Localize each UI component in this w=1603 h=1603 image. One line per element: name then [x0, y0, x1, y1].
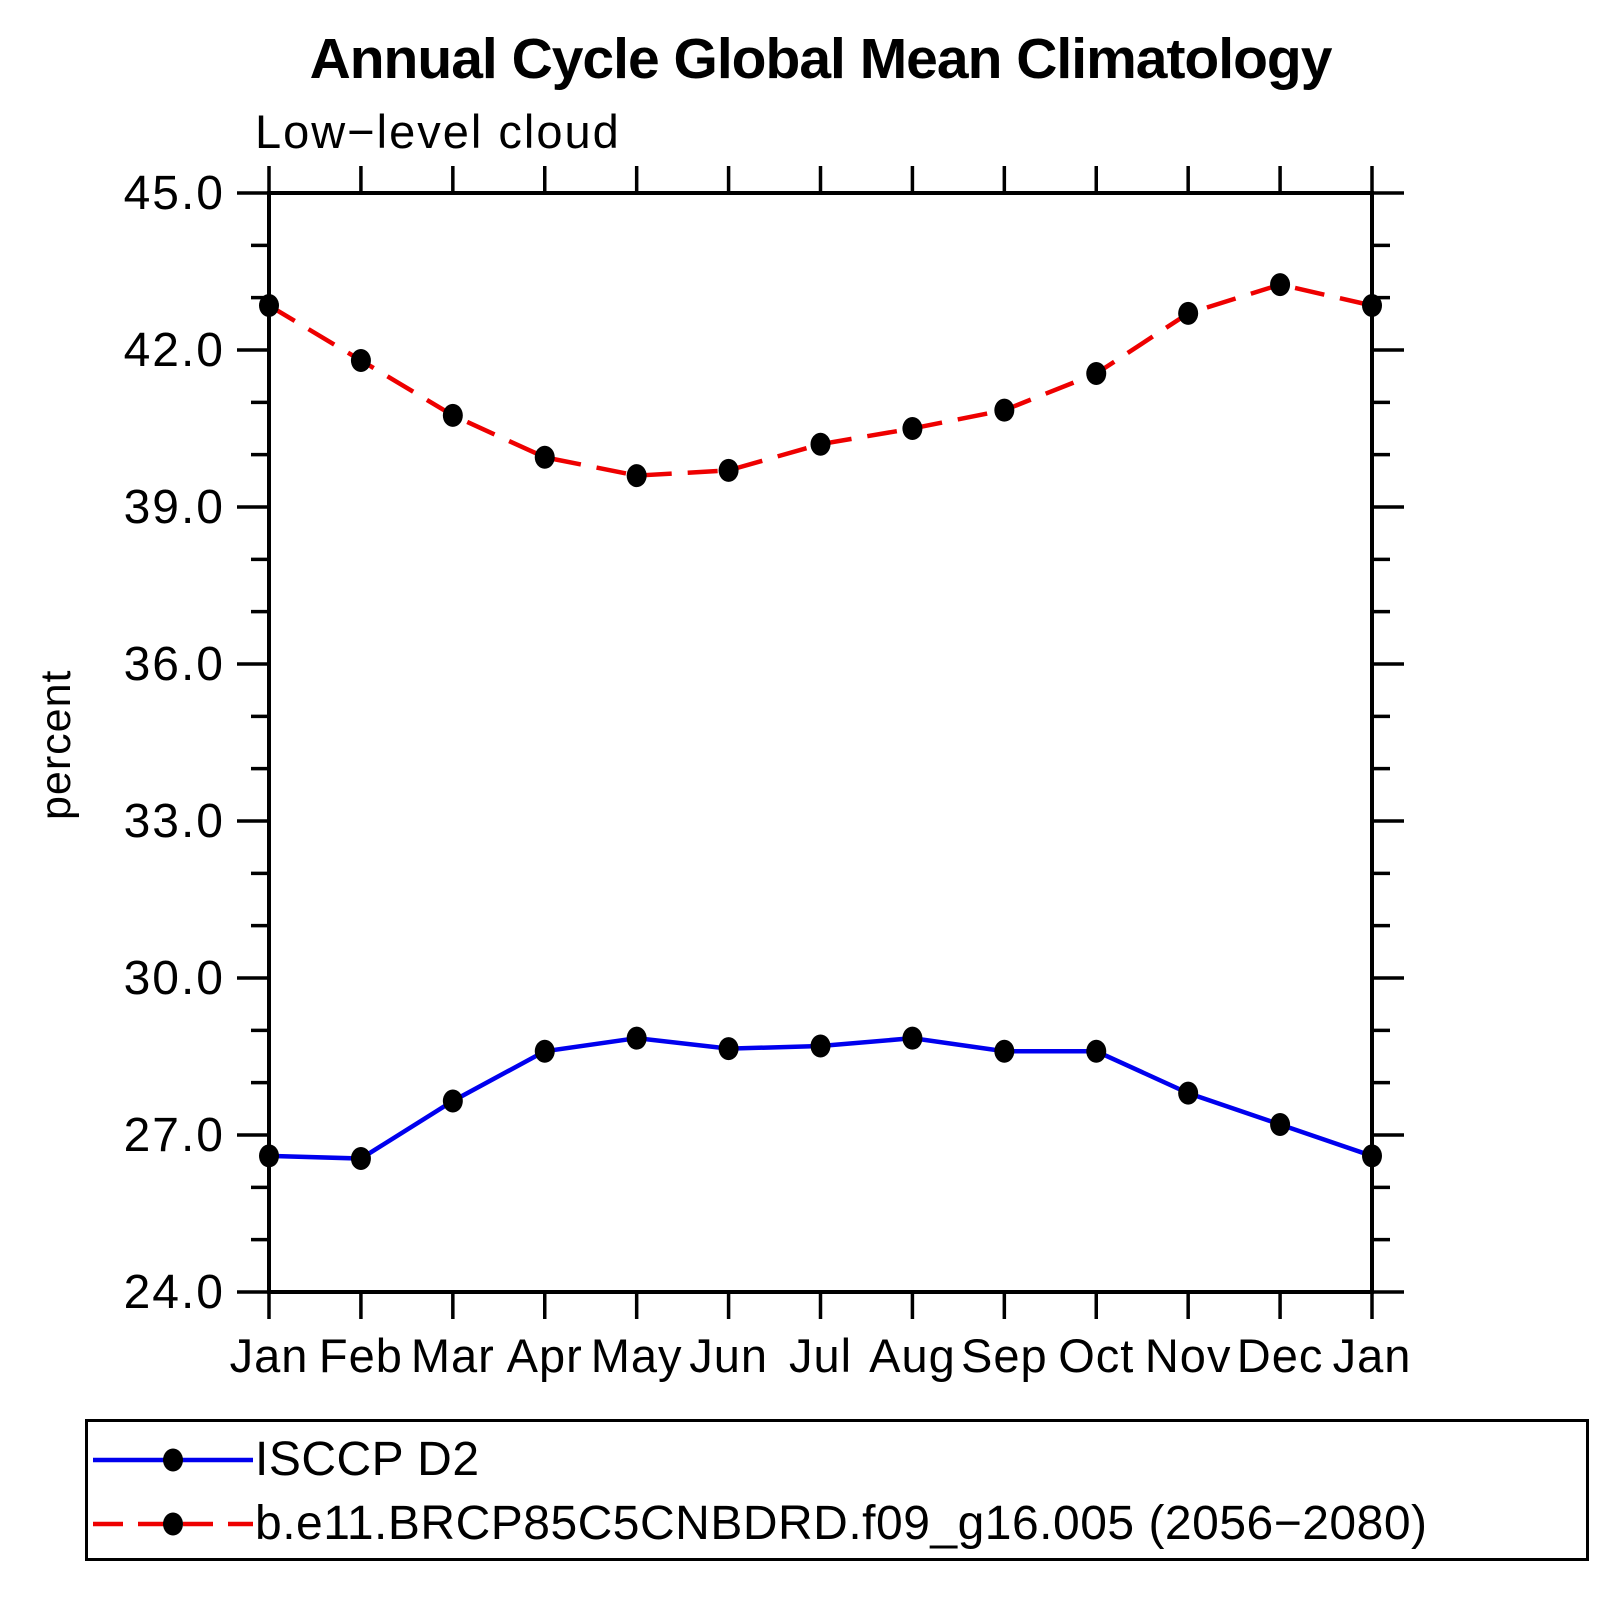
data-point-marker — [718, 1037, 739, 1061]
data-point-marker — [259, 294, 279, 318]
chart-title: Annual Cycle Global Mean Climatology — [309, 27, 1333, 91]
legend: ISCCP D2 b.e11.BRCP85C5CNBDRD.f09_g16.00… — [85, 1419, 1589, 1561]
x-tick-label: Nov — [1145, 1329, 1232, 1382]
axis-frame — [267, 191, 1374, 1294]
plot-frame — [267, 191, 1374, 1294]
y-tick-label: 45.0 — [124, 167, 225, 220]
data-point-marker — [810, 432, 831, 456]
y-tick-label: 27.0 — [124, 1109, 225, 1162]
data-point-marker — [1086, 362, 1107, 386]
chart-subtitle: Low−level cloud — [255, 105, 621, 158]
x-tick-label: Oct — [1058, 1329, 1134, 1382]
y-tick-label: 33.0 — [124, 795, 225, 848]
data-point-marker — [350, 1147, 371, 1171]
data-point-marker — [994, 398, 1015, 422]
data-series — [259, 273, 1382, 1171]
x-tick-label: Jul — [789, 1329, 852, 1382]
y-tick-label: 39.0 — [124, 481, 225, 534]
x-tick-label: Jan — [1333, 1329, 1412, 1382]
data-point-marker — [1178, 301, 1199, 325]
legend-key-marker — [163, 1512, 183, 1536]
data-point-marker — [534, 445, 555, 469]
data-point-marker — [718, 458, 739, 482]
x-tick-label: Feb — [319, 1329, 403, 1382]
data-point-marker — [902, 1026, 923, 1050]
y-tick-labels: 24.0 27.0 30.0 33.0 36.0 39.0 42.0 45.0 — [124, 167, 225, 1319]
x-tick-label: Dec — [1237, 1329, 1324, 1382]
x-tick-label: Jun — [689, 1329, 768, 1382]
x-tick-labels: Jan Feb Mar Apr May Jun Jul Aug Sep Oct Nov Dec Jan — [230, 1329, 1412, 1382]
data-point-marker — [1086, 1039, 1107, 1063]
axis-ticks — [237, 166, 1404, 1319]
legend-key-dashed-line-icon — [93, 1512, 253, 1536]
x-tick-label: Mar — [411, 1329, 495, 1382]
legend-label-isccp: ISCCP D2 — [255, 1433, 480, 1486]
y-tick-label: 36.0 — [124, 638, 225, 691]
data-point-marker — [442, 1089, 463, 1113]
data-point-marker — [902, 417, 923, 440]
data-point-marker — [994, 1039, 1015, 1063]
data-point-marker — [534, 1039, 555, 1063]
x-tick-label: Jan — [230, 1329, 309, 1382]
data-point-marker — [1178, 1081, 1199, 1105]
legend-item-model: b.e11.BRCP85C5CNBDRD.f09_g16.005 (2056−2… — [91, 1494, 1428, 1554]
x-tick-label: Apr — [507, 1329, 583, 1382]
y-tick-label: 24.0 — [124, 1266, 225, 1319]
data-point-marker — [626, 464, 647, 488]
data-point-marker — [442, 403, 463, 427]
x-tick-label: Aug — [869, 1329, 956, 1382]
data-point-marker — [1270, 1113, 1291, 1137]
legend-key-solid-line-icon — [93, 1448, 253, 1472]
data-point-marker — [1270, 273, 1291, 297]
data-point-marker — [810, 1034, 831, 1058]
data-point-marker — [259, 1144, 279, 1168]
data-point-marker — [1362, 1144, 1382, 1168]
legend-item-isccp: ISCCP D2 — [91, 1430, 480, 1490]
legend-key-marker — [163, 1448, 183, 1472]
y-tick-label: 42.0 — [124, 324, 225, 377]
x-tick-label: Sep — [961, 1329, 1048, 1382]
legend-label-model: b.e11.BRCP85C5CNBDRD.f09_g16.005 (2056−2… — [255, 1497, 1428, 1550]
x-tick-label: May — [591, 1329, 683, 1382]
y-tick-label: 30.0 — [124, 952, 225, 1005]
data-point-marker — [350, 348, 371, 372]
data-point-marker — [1362, 294, 1382, 318]
data-point-marker — [626, 1026, 647, 1050]
